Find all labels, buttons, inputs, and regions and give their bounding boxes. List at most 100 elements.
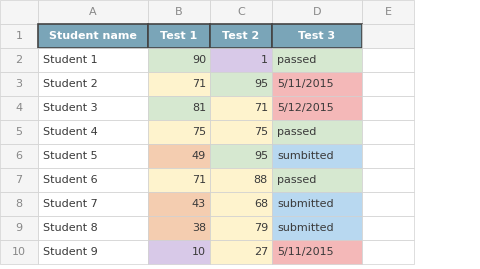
Bar [38,24,148,48]
Text: 8: 8 [15,199,23,209]
Text: 68: 68 [253,199,267,209]
Bar [148,240,210,264]
Bar [148,96,210,120]
Text: Student 8: Student 8 [43,223,97,233]
Bar [210,192,271,216]
Text: submitted: submitted [276,199,333,209]
Bar [148,120,210,144]
Text: D: D [312,7,321,17]
Bar [210,96,271,120]
Text: 71: 71 [192,175,205,185]
Text: 95: 95 [253,151,267,161]
Bar [361,0,413,24]
Text: Student 9: Student 9 [43,247,97,257]
Bar [361,192,413,216]
Bar [148,48,210,72]
Bar [361,96,413,120]
Text: Test 1: Test 1 [160,31,197,41]
Bar [0,96,38,120]
Bar [0,24,38,48]
Text: 5/11/2015: 5/11/2015 [276,247,333,257]
Bar [148,168,210,192]
Text: Student 4: Student 4 [43,127,97,137]
Text: 81: 81 [192,103,205,113]
Text: Student name: Student name [49,31,137,41]
Bar [361,72,413,96]
Text: 90: 90 [192,55,205,65]
Text: Student 7: Student 7 [43,199,97,209]
Bar [0,72,38,96]
Bar [148,144,210,168]
Bar [148,72,210,96]
Text: passed: passed [276,55,316,65]
Text: 5/11/2015: 5/11/2015 [276,79,333,89]
Text: C: C [237,7,244,17]
Bar [210,120,271,144]
Bar [361,216,413,240]
Bar [210,144,271,168]
Text: Student 1: Student 1 [43,55,97,65]
Bar [271,168,361,192]
Text: 5: 5 [15,127,23,137]
Bar [210,24,271,48]
Bar [0,240,38,264]
Text: passed: passed [276,127,316,137]
Text: 75: 75 [253,127,267,137]
Text: Test 2: Test 2 [222,31,259,41]
Text: submitted: submitted [276,223,333,233]
Bar [148,192,210,216]
Bar [38,168,148,192]
Bar [38,72,148,96]
Bar [361,168,413,192]
Bar [210,72,271,96]
Bar [361,24,413,48]
Text: 3: 3 [15,79,23,89]
Bar [38,96,148,120]
Bar [210,0,271,24]
Bar [271,120,361,144]
Bar [271,144,361,168]
Bar [210,168,271,192]
Bar [361,240,413,264]
Text: 10: 10 [192,247,205,257]
Bar [210,48,271,72]
Bar [38,192,148,216]
Bar [38,48,148,72]
Text: 88: 88 [253,175,267,185]
Bar [0,216,38,240]
Text: 10: 10 [12,247,26,257]
Text: Student 3: Student 3 [43,103,97,113]
Bar [0,48,38,72]
Text: 7: 7 [15,175,23,185]
Text: 4: 4 [15,103,23,113]
Text: B: B [175,7,182,17]
Bar [271,96,361,120]
Text: 9: 9 [15,223,23,233]
Bar [361,48,413,72]
Bar [148,0,210,24]
Text: Student 6: Student 6 [43,175,97,185]
Bar [271,0,361,24]
Bar [271,24,361,48]
Bar [361,144,413,168]
Text: 75: 75 [192,127,205,137]
Bar [0,0,38,24]
Bar [210,240,271,264]
Text: A: A [89,7,96,17]
Bar [271,192,361,216]
Bar [38,240,148,264]
Text: 6: 6 [15,151,23,161]
Bar [271,72,361,96]
Text: 71: 71 [253,103,267,113]
Bar [271,240,361,264]
Bar [38,120,148,144]
Text: 71: 71 [192,79,205,89]
Bar [0,192,38,216]
Bar [361,120,413,144]
Text: Student 2: Student 2 [43,79,97,89]
Bar [210,216,271,240]
Bar [0,120,38,144]
Bar [38,144,148,168]
Text: 38: 38 [192,223,205,233]
Text: 27: 27 [253,247,267,257]
